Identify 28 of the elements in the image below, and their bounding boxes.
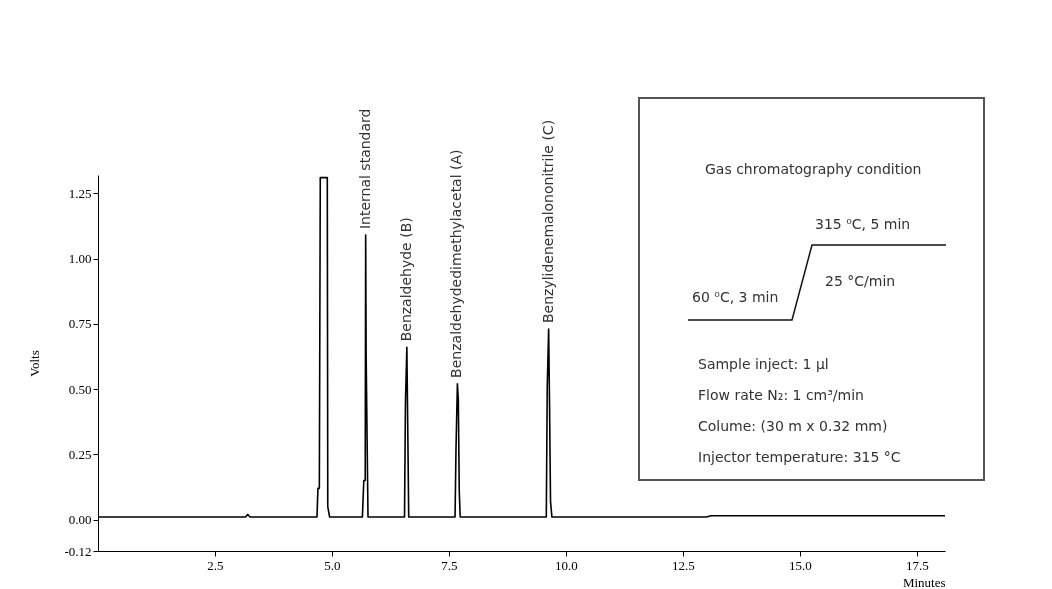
x-tick-label: 2.5 <box>207 557 224 573</box>
annotation: Flow rate N₂: 1 cm³/min <box>698 387 864 403</box>
annotation: Benzaldehydedimethylacetal (A) <box>448 149 465 378</box>
y-tick-label: 0.50 <box>68 381 92 397</box>
annotation: Injector temperature: 315 °C <box>698 449 901 465</box>
x-axis-title: Minutes <box>902 574 946 589</box>
x-tick-label: 15.0 <box>789 557 812 573</box>
x-tick-label: 5.0 <box>324 557 341 573</box>
annotation: 315 ⁰C, 5 min <box>815 216 911 232</box>
annotation: Benzaldehyde (B) <box>397 217 414 342</box>
y-tick-label: 0.00 <box>68 512 92 528</box>
annotation: Sample inject: 1 µl <box>698 356 829 372</box>
y-tick-label: 1.00 <box>68 251 92 267</box>
y-tick-label: 0.75 <box>68 316 92 332</box>
x-tick-label: 7.5 <box>441 557 458 573</box>
x-tick-label: 12.5 <box>672 557 695 573</box>
annotation: Colume: (30 m x 0.32 mm) <box>698 418 888 434</box>
x-tick-label: 17.5 <box>906 557 929 573</box>
y-tick-label: 1.25 <box>68 185 92 201</box>
annotation: Internal standard <box>356 108 373 230</box>
y-axis-title: Volts <box>27 350 43 377</box>
y-tick-label: -0.12 <box>64 543 92 559</box>
y-tick-label: 0.25 <box>68 446 92 462</box>
annotation: 60 ⁰C, 3 min <box>692 289 779 305</box>
annotation: 25 °C/min <box>825 273 896 289</box>
annotation: Benzylidenemalononitrile (C) <box>539 119 556 324</box>
annotation: Gas chromatography condition <box>705 161 922 177</box>
x-tick-label: 10.0 <box>555 557 578 573</box>
